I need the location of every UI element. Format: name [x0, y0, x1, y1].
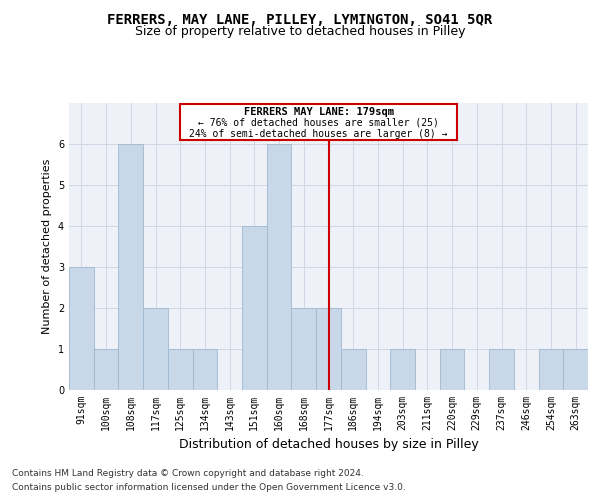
- Text: ← 76% of detached houses are smaller (25): ← 76% of detached houses are smaller (25…: [198, 118, 439, 128]
- Bar: [539, 349, 563, 390]
- Text: FERRERS, MAY LANE, PILLEY, LYMINGTON, SO41 5QR: FERRERS, MAY LANE, PILLEY, LYMINGTON, SO…: [107, 12, 493, 26]
- Text: Contains public sector information licensed under the Open Government Licence v3: Contains public sector information licen…: [12, 484, 406, 492]
- Bar: [489, 349, 514, 390]
- Bar: [118, 144, 143, 390]
- Bar: [292, 308, 316, 390]
- Bar: [69, 267, 94, 390]
- Bar: [143, 308, 168, 390]
- Bar: [267, 144, 292, 390]
- Bar: [168, 349, 193, 390]
- Bar: [180, 104, 457, 141]
- Bar: [316, 308, 341, 390]
- Text: Contains HM Land Registry data © Crown copyright and database right 2024.: Contains HM Land Registry data © Crown c…: [12, 468, 364, 477]
- Y-axis label: Number of detached properties: Number of detached properties: [43, 158, 52, 334]
- Text: Size of property relative to detached houses in Pilley: Size of property relative to detached ho…: [135, 25, 465, 38]
- Bar: [94, 349, 118, 390]
- Bar: [440, 349, 464, 390]
- Bar: [193, 349, 217, 390]
- Bar: [390, 349, 415, 390]
- Text: 24% of semi-detached houses are larger (8) →: 24% of semi-detached houses are larger (…: [190, 129, 448, 139]
- X-axis label: Distribution of detached houses by size in Pilley: Distribution of detached houses by size …: [179, 438, 478, 452]
- Bar: [563, 349, 588, 390]
- Bar: [341, 349, 365, 390]
- Bar: [242, 226, 267, 390]
- Text: FERRERS MAY LANE: 179sqm: FERRERS MAY LANE: 179sqm: [244, 107, 394, 117]
